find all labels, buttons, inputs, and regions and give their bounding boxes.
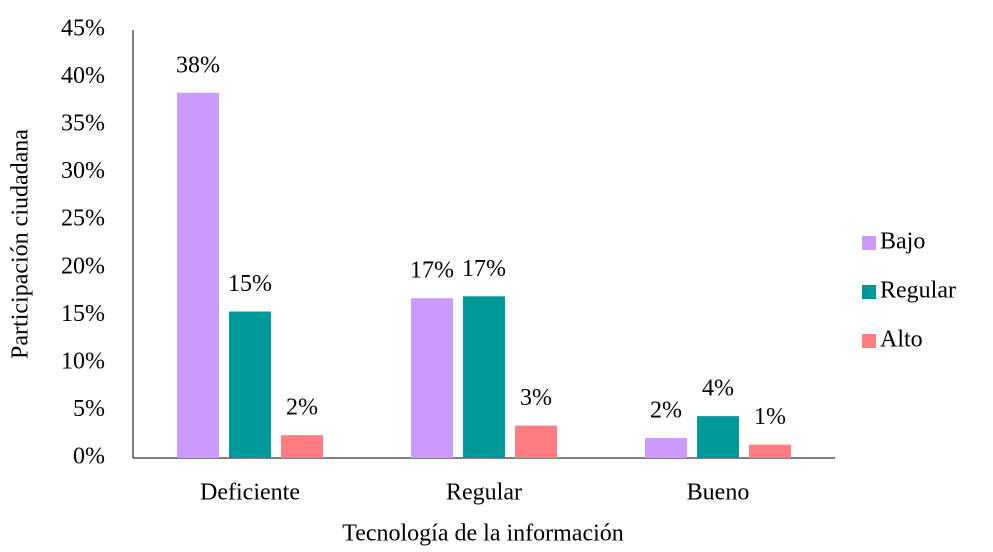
y-tick-label: 35%: [61, 111, 105, 137]
data-label: 4%: [702, 376, 734, 402]
bar: [177, 92, 219, 459]
y-tick-label: 40%: [61, 63, 105, 89]
y-tick-label: 10%: [61, 348, 105, 374]
data-label: 17%: [410, 258, 454, 284]
bar: [749, 444, 791, 458]
x-tick-label: Regular: [446, 480, 522, 506]
bar: [697, 416, 739, 458]
data-label: 15%: [228, 271, 272, 297]
y-tick-label: 20%: [61, 253, 105, 279]
data-label: 2%: [650, 398, 682, 424]
data-label: 1%: [754, 404, 786, 430]
y-axis-title: Participación ciudadana: [8, 129, 34, 359]
bar: [463, 296, 505, 458]
bar: [515, 425, 557, 458]
legend-swatch: [862, 334, 876, 348]
data-label: 17%: [462, 256, 506, 282]
legend-label: Alto: [880, 327, 923, 353]
y-tick-label: 30%: [61, 158, 105, 184]
legend-swatch: [862, 236, 876, 250]
legend-label: Regular: [880, 278, 956, 304]
legend-swatch: [862, 285, 876, 299]
bar: [229, 311, 271, 458]
bar: [645, 438, 687, 458]
x-axis-title: Tecnología de la información: [342, 521, 624, 547]
data-label: 2%: [286, 395, 318, 421]
y-tick-label: 25%: [61, 206, 105, 232]
bar: [281, 435, 323, 458]
data-label: 38%: [176, 52, 220, 78]
y-tick-label: 0%: [73, 444, 105, 470]
x-tick-label: Deficiente: [200, 480, 300, 506]
legend-label: Bajo: [880, 229, 925, 255]
y-tick-label: 45%: [61, 16, 105, 42]
data-label: 3%: [520, 385, 552, 411]
y-tick-label: 5%: [73, 396, 105, 422]
y-tick-label: 15%: [61, 301, 105, 327]
x-tick-label: Bueno: [687, 480, 750, 506]
bar: [411, 298, 453, 458]
